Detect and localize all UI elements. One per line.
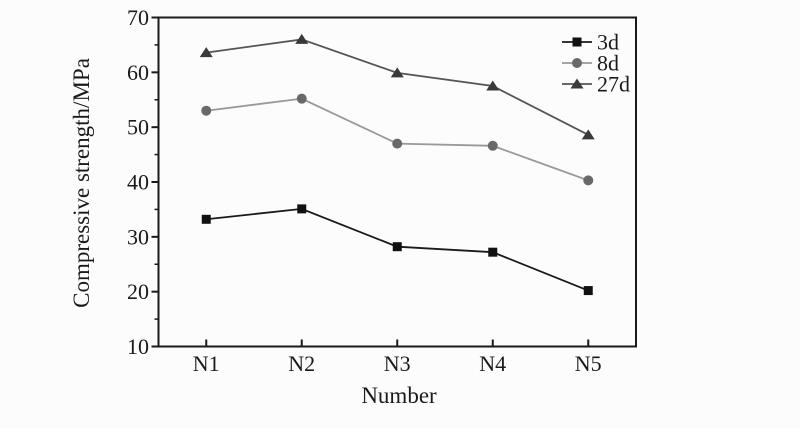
legend-item-8d: 8d <box>562 51 619 76</box>
y-tick-label: 50 <box>127 115 149 140</box>
x-tick-label: N4 <box>479 351 506 376</box>
data-point-3d-N1 <box>201 214 211 224</box>
x-tick-label: N2 <box>288 351 315 376</box>
legend-marker-27d <box>570 78 584 89</box>
legend-item-27d: 27d <box>562 72 630 97</box>
data-point-8d-N1 <box>201 105 212 116</box>
y-tick-label: 30 <box>127 224 149 249</box>
y-tick-label: 70 <box>127 5 149 30</box>
series-line-27d <box>206 38 589 136</box>
x-tick-label: N5 <box>575 351 602 376</box>
data-point-3d-N4 <box>488 247 498 257</box>
data-point-8d-N4 <box>487 140 498 151</box>
legend-marker-3d <box>572 37 582 47</box>
y-tick-label: 10 <box>127 334 149 359</box>
y-axis-title: Compressive strength/MPa <box>69 58 94 308</box>
plot-border <box>157 16 637 348</box>
data-point-27d-N5 <box>581 129 595 140</box>
data-point-8d-N2 <box>296 93 307 104</box>
data-point-3d-N5 <box>583 286 593 296</box>
series-3d <box>201 204 593 296</box>
y-tick-label: 60 <box>127 60 149 85</box>
data-point-27d-N2 <box>295 33 309 44</box>
data-point-27d-N3 <box>390 67 404 78</box>
data-point-8d-N3 <box>392 138 403 149</box>
series-27d <box>199 33 595 140</box>
legend-marker-8d <box>572 58 582 68</box>
data-point-27d-N1 <box>199 47 213 58</box>
legend-label-27d: 27d <box>597 72 630 97</box>
series-8d <box>201 93 594 186</box>
data-point-3d-N2 <box>297 204 307 214</box>
data-point-27d-N4 <box>486 80 500 91</box>
x-axis-title: Number <box>361 383 437 408</box>
y-tick-label: 40 <box>127 170 149 195</box>
legend-label-8d: 8d <box>597 51 619 76</box>
data-point-8d-N5 <box>583 175 594 186</box>
legend-item-3d: 3d <box>562 30 619 55</box>
x-tick-label: N3 <box>384 351 411 376</box>
x-tick-label: N1 <box>193 351 220 376</box>
data-point-3d-N3 <box>392 242 402 252</box>
plot-area: Compressive strength/MPa Number <box>69 58 437 408</box>
y-tick-label: 20 <box>127 279 149 304</box>
legend-label-3d: 3d <box>597 30 619 55</box>
